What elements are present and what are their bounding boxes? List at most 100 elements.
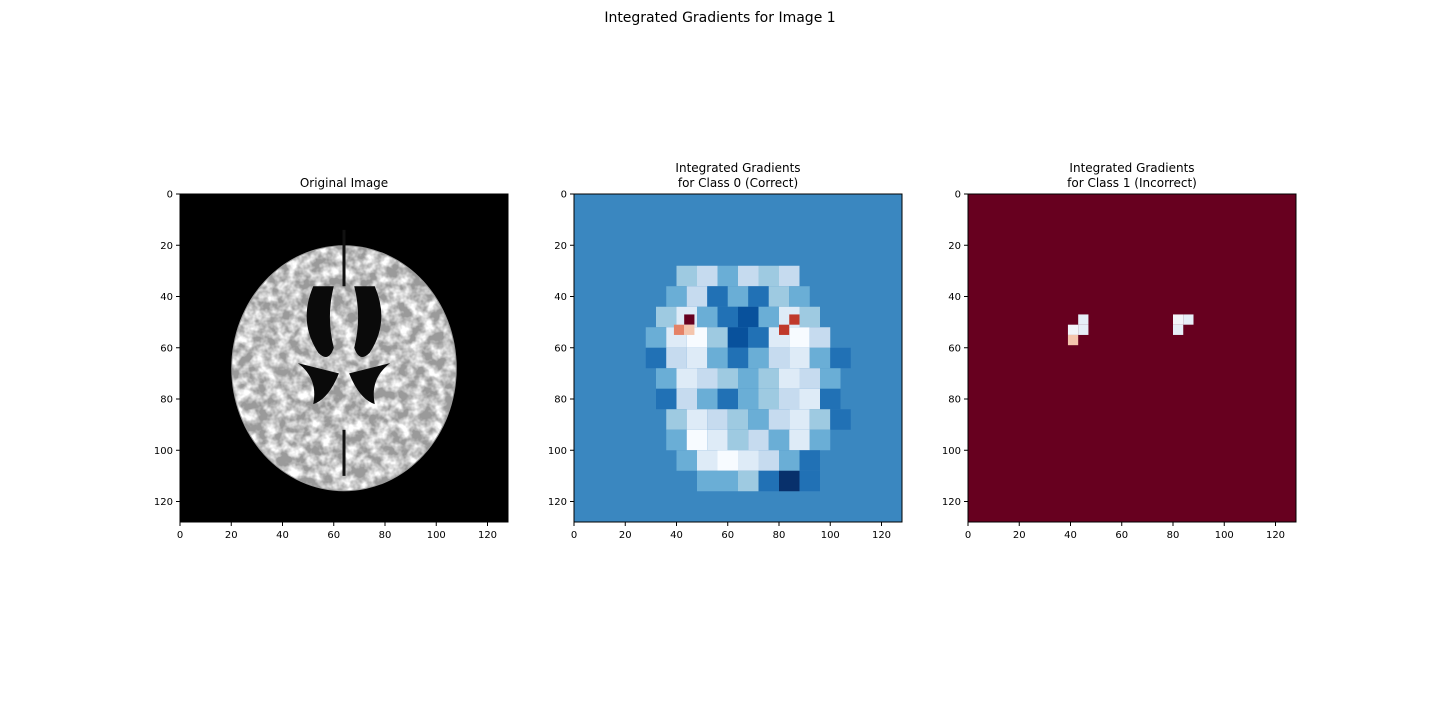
x-tick-label: 20 (619, 530, 632, 541)
image-background (968, 194, 1296, 522)
y-tick-label: 20 (948, 241, 961, 252)
y-tick-label: 60 (948, 343, 961, 354)
figure-suptitle: Integrated Gradients for Image 1 (604, 10, 836, 26)
attribution-block (779, 450, 800, 471)
attribution-block (789, 347, 810, 369)
attribution-block (799, 388, 820, 410)
attribution-block (707, 327, 728, 348)
attribution-block (697, 388, 718, 410)
attribution-block (707, 409, 728, 430)
y-tick-label: 80 (948, 395, 961, 406)
attribution-block (768, 429, 790, 451)
attribution-block (779, 265, 800, 287)
attribution-pixel (1078, 324, 1089, 335)
attribution-block (717, 368, 738, 389)
attribution-block (717, 470, 738, 492)
attribution-block (768, 286, 790, 307)
axes-frame (179, 193, 509, 523)
attribution-block (676, 368, 697, 389)
attribution-block (809, 347, 831, 369)
attribution-block (748, 429, 769, 451)
attribution-block (666, 347, 687, 369)
attribution-block (656, 306, 677, 328)
x-tick-label: 0 (571, 530, 577, 541)
subplot-title-line: for Class 1 (Incorrect) (1067, 176, 1197, 190)
attribution-pixel (1067, 324, 1079, 335)
y-tick-label: 20 (160, 241, 173, 252)
attribution-pixel (1173, 314, 1184, 325)
attribution-block (820, 368, 841, 389)
attribution-block (768, 409, 790, 430)
attribution-block (666, 429, 687, 451)
attribution-block (727, 327, 749, 348)
attribution-block (789, 429, 810, 451)
attribution-block (645, 327, 667, 348)
attribution-block (758, 450, 779, 471)
attribution-block (686, 429, 708, 451)
attribution-block (758, 265, 779, 287)
attribution-block (666, 409, 687, 430)
attribution-block (738, 450, 759, 471)
attribution-block (738, 470, 759, 492)
attribution-block (758, 388, 779, 410)
x-tick-label: 40 (1064, 530, 1077, 541)
attribution-pixel (673, 324, 685, 335)
y-tick-label: 100 (548, 446, 567, 457)
attribution-block (676, 450, 697, 471)
attribution-block (727, 286, 749, 307)
attribution-block (676, 265, 697, 287)
attribution-block (727, 429, 749, 451)
attribution-block (707, 286, 728, 307)
attribution-block (809, 429, 831, 451)
x-tick-label: 0 (965, 530, 971, 541)
x-tick-label: 100 (821, 530, 840, 541)
attribution-block (789, 327, 810, 348)
subplot-1: 0 20 40 60 80 100 120 0 20 40 60 80 100 120 Original I… (154, 176, 509, 541)
attribution-block (656, 388, 677, 410)
x-tick-label: 60 (721, 530, 734, 541)
x-tick-label: 0 (177, 530, 183, 541)
x-tick-label: 60 (1115, 530, 1128, 541)
attribution-block (727, 347, 749, 369)
attribution-block (768, 347, 790, 369)
y-tick-label: 120 (154, 497, 173, 508)
subplot-3: 0 20 40 60 80 100 120 0 20 40 60 80 100 120 Integrated… (942, 161, 1297, 541)
y-tick-label: 0 (167, 190, 173, 201)
y-tick-label: 20 (554, 241, 567, 252)
ventricle-2 (354, 286, 382, 357)
y-tick-label: 100 (942, 446, 961, 457)
x-tick-label: 100 (1215, 530, 1234, 541)
x-tick-label: 100 (427, 530, 446, 541)
attribution-block (820, 388, 841, 410)
subplot-title-line: Integrated Gradients (1069, 161, 1194, 175)
attribution-block (686, 347, 708, 369)
attribution-block (799, 470, 820, 492)
y-tick-label: 100 (154, 446, 173, 457)
attribution-block (779, 470, 800, 492)
x-tick-label: 120 (478, 530, 497, 541)
y-tick-label: 0 (561, 190, 567, 201)
attribution-block (748, 286, 769, 307)
attribution-block (686, 286, 708, 307)
y-tick-label: 60 (160, 343, 173, 354)
attribution-block (830, 347, 851, 369)
ventricle-3 (297, 363, 339, 405)
attribution-block (748, 347, 769, 369)
attribution-block (779, 388, 800, 410)
x-tick-label: 120 (1266, 530, 1285, 541)
ventricle-1 (306, 286, 334, 357)
attribution-block (738, 388, 759, 410)
attribution-block (830, 409, 851, 430)
attribution-block (758, 306, 779, 328)
attribution-block (666, 286, 687, 307)
attribution-block (799, 450, 820, 471)
x-tick-label: 40 (276, 530, 289, 541)
y-tick-label: 80 (160, 395, 173, 406)
attribution-block (717, 265, 738, 287)
subplot-title-line: for Class 0 (Correct) (678, 176, 798, 190)
attribution-block (809, 327, 831, 348)
x-tick-label: 80 (1167, 530, 1180, 541)
x-tick-label: 60 (327, 530, 340, 541)
attribution-block (789, 409, 810, 430)
